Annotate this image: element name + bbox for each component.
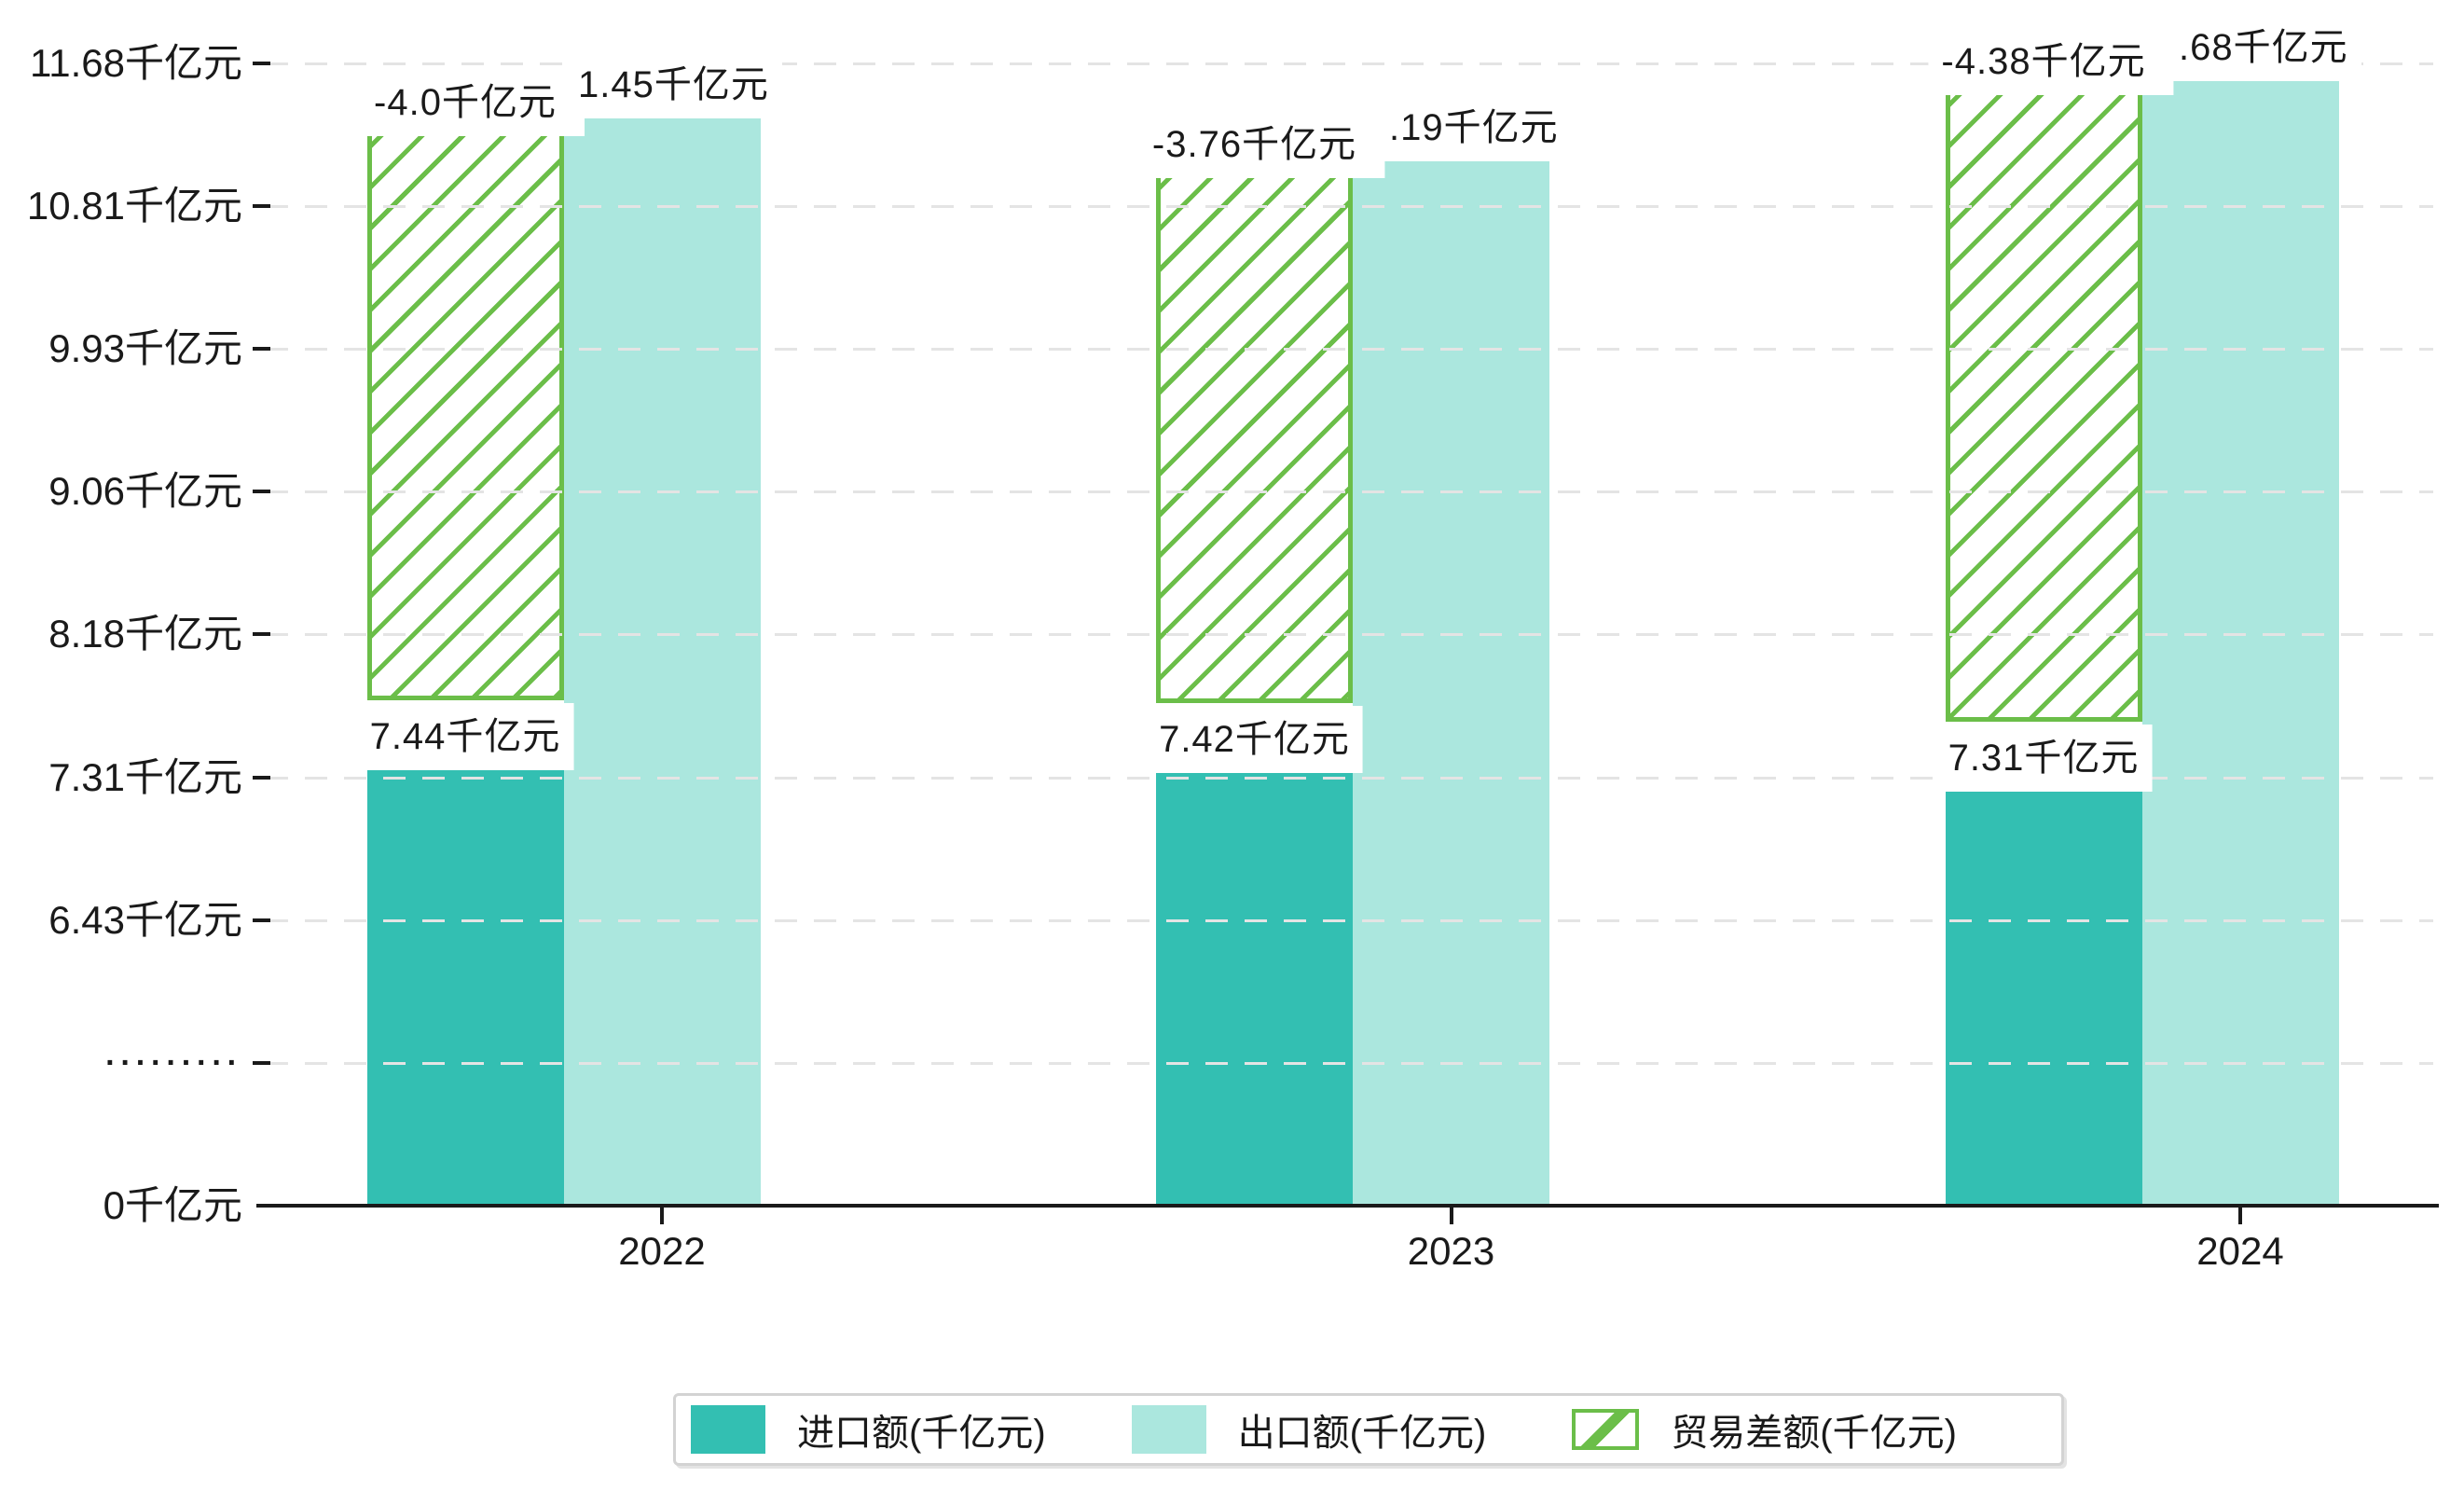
label-import-2022: 7.44千亿元 <box>356 702 574 770</box>
y-tick-label-5: 7.31千亿元 <box>48 754 242 799</box>
bar-import-2023[interactable] <box>1156 758 1353 1206</box>
y-axis-break-label: ········· <box>105 1044 242 1081</box>
y-tick-mark-6 <box>253 918 270 922</box>
gridline-1 <box>266 205 2433 209</box>
bar-export-2023[interactable] <box>1353 143 1549 1206</box>
legend-label-import: 进口额(千亿元) <box>797 1413 1046 1454</box>
label-export-2023: .19千亿元 <box>1378 93 1572 161</box>
y-tick-mark-3 <box>253 490 270 494</box>
bar-balance-2024[interactable] <box>1945 62 2142 722</box>
label-import-2024: 7.31千亿元 <box>1934 724 2153 792</box>
y-tick-label-0: 11.68千亿元 <box>30 41 242 85</box>
bar-import-2022[interactable] <box>366 754 564 1206</box>
legend-label-export: 出口额(千亿元) <box>1237 1413 1487 1454</box>
gridline-2 <box>266 348 2433 352</box>
y-tick-mark-7 <box>253 1060 270 1065</box>
y-tick-mark-5 <box>253 775 270 780</box>
bar-balance-2023[interactable] <box>1156 145 1353 704</box>
label-balance-2023: -3.76千亿元 <box>1138 111 1385 179</box>
legend-label-balance: 贸易差额(千亿元) <box>1671 1413 1957 1454</box>
label-balance-2024: -4.38千亿元 <box>1928 28 2174 96</box>
y-tick-mark-0 <box>253 62 270 65</box>
bar-import-2024[interactable] <box>1945 776 2142 1206</box>
y-tick-label-2: 9.93千亿元 <box>48 326 242 371</box>
y-tick-label-8: 0千亿元 <box>103 1183 242 1227</box>
legend-item-export[interactable]: 出口额(千亿元) <box>1131 1402 1487 1456</box>
x-tick-mark-2024 <box>2238 1208 2242 1224</box>
y-tick-label-4: 8.18千亿元 <box>48 612 242 656</box>
y-tick-label-3: 9.06千亿元 <box>48 469 242 514</box>
legend-item-balance[interactable]: 贸易差额(千亿元) <box>1572 1402 1957 1456</box>
gridline-3 <box>266 490 2433 494</box>
x-tick-label-2022: 2022 <box>618 1229 706 1273</box>
label-import-2023: 7.42千亿元 <box>1146 706 1363 774</box>
y-tick-mark-4 <box>253 632 270 637</box>
x-tick-label-2023: 2023 <box>1407 1229 1495 1273</box>
y-tick-mark-1 <box>253 204 270 209</box>
label-balance-2022: -4.0千亿元 <box>361 68 585 136</box>
y-tick-label-1: 10.81千亿元 <box>26 184 242 228</box>
y-tick-label-6: 6.43千亿元 <box>48 897 242 942</box>
x-tick-mark-2022 <box>660 1208 664 1224</box>
export-swatch-icon <box>1131 1405 1206 1454</box>
label-export-2024: .68千亿元 <box>2168 14 2361 81</box>
x-tick-mark-2023 <box>1449 1208 1453 1224</box>
y-tick-mark-2 <box>253 347 270 352</box>
x-axis-line <box>256 1204 2439 1208</box>
bar-export-2022[interactable] <box>563 101 761 1206</box>
label-export-2022: 1.45千亿元 <box>567 51 782 119</box>
balance-hatch-swatch-icon <box>1572 1409 1640 1450</box>
gridline-4 <box>266 633 2433 637</box>
gridline-5 <box>266 776 2433 780</box>
gridline-7 <box>266 1061 2433 1065</box>
gridline-0 <box>266 62 2433 65</box>
legend-item-import[interactable]: 进口额(千亿元) <box>691 1402 1046 1456</box>
legend: 进口额(千亿元) 出口额(千亿元) 贸易差额(千亿元) <box>673 1393 2064 1466</box>
import-swatch-icon <box>691 1405 765 1454</box>
x-tick-label-2024: 2024 <box>2196 1229 2284 1273</box>
bar-balance-2022[interactable] <box>366 102 564 700</box>
gridline-6 <box>266 918 2433 922</box>
